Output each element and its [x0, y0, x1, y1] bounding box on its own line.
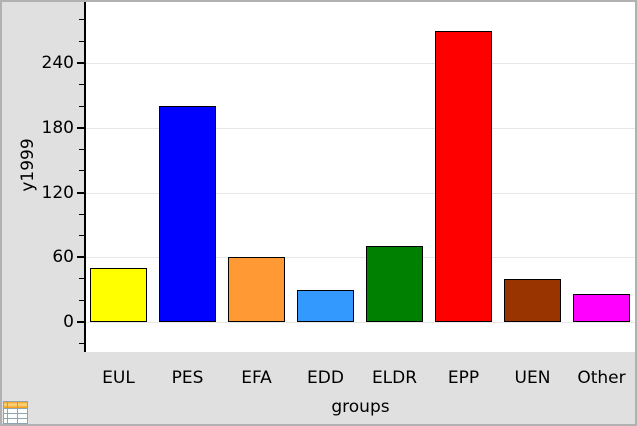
y-minor-tick-80	[79, 235, 84, 237]
y-tick-label-120: 120	[41, 182, 74, 203]
y-minor-tick-260	[79, 40, 84, 42]
y-tick-label-60: 60	[52, 247, 74, 268]
gridline-120	[86, 192, 635, 194]
bar-eldr[interactable]	[366, 246, 423, 322]
spreadsheet-icon-cell	[4, 414, 7, 418]
gridline-180	[86, 127, 635, 129]
y-axis-line	[84, 2, 86, 352]
spreadsheet-icon-cell	[8, 419, 17, 423]
y-minor-tick-200	[79, 105, 84, 107]
x-tick-label-efa: EFA	[241, 368, 272, 388]
gridline-60	[86, 257, 635, 259]
y-tick-label-240: 240	[41, 53, 74, 74]
spreadsheet-icon-cell	[4, 419, 7, 423]
spreadsheet-icon-cell	[18, 414, 27, 418]
spreadsheet-icon-cell	[18, 409, 27, 413]
y-major-tick-60	[77, 256, 84, 259]
y-minor-tick-160	[79, 148, 84, 150]
bar-eul[interactable]	[90, 268, 147, 322]
bar-efa[interactable]	[228, 257, 285, 322]
spreadsheet-icon-cell	[8, 414, 17, 418]
y-minor-tick-140	[79, 170, 84, 172]
y-minor-tick-220	[79, 84, 84, 86]
gridline-240	[86, 63, 635, 65]
spreadsheet-icon-cell	[8, 409, 17, 413]
x-tick-label-uen: UEN	[514, 368, 551, 388]
bar-epp[interactable]	[435, 31, 492, 322]
spreadsheet-icon-cell	[8, 402, 17, 408]
y-major-tick-240	[77, 62, 84, 65]
y-minor-tick-100	[79, 213, 84, 215]
bar-edd[interactable]	[297, 290, 354, 322]
y-tick-label-180: 180	[41, 117, 74, 138]
spreadsheet-icon-cell	[4, 402, 7, 408]
x-tick-label-epp: EPP	[447, 368, 480, 388]
y-minor-tick-20	[79, 299, 84, 301]
bar-pes[interactable]	[159, 106, 216, 322]
spreadsheet-icon-cell	[18, 419, 27, 423]
spreadsheet-icon-cell	[4, 409, 7, 413]
y-minor-tick-40	[79, 278, 84, 280]
bar-other[interactable]	[573, 294, 630, 322]
bar-uen[interactable]	[504, 279, 561, 322]
spreadsheet-icon-cell	[18, 402, 27, 408]
x-tick-label-eldr: ELDR	[371, 368, 418, 388]
y-axis-title: y1999	[18, 138, 38, 192]
y-minor-tick--20	[79, 343, 84, 345]
y-major-tick-180	[77, 126, 84, 129]
plot-area	[77, 2, 635, 352]
x-tick-label-eul: EUL	[102, 368, 135, 388]
x-axis-title: groups	[331, 397, 390, 417]
y-major-tick-0	[77, 321, 84, 323]
y-major-tick-120	[77, 191, 84, 194]
x-tick-label-pes: PES	[171, 368, 204, 388]
y-minor-tick-280	[79, 19, 84, 21]
x-tick-label-other: Other	[577, 368, 626, 388]
spreadsheet-icon[interactable]	[3, 401, 28, 424]
y-tick-label-0: 0	[63, 312, 74, 332]
x-tick-label-edd: EDD	[307, 368, 344, 388]
gridline-0	[86, 322, 635, 323]
